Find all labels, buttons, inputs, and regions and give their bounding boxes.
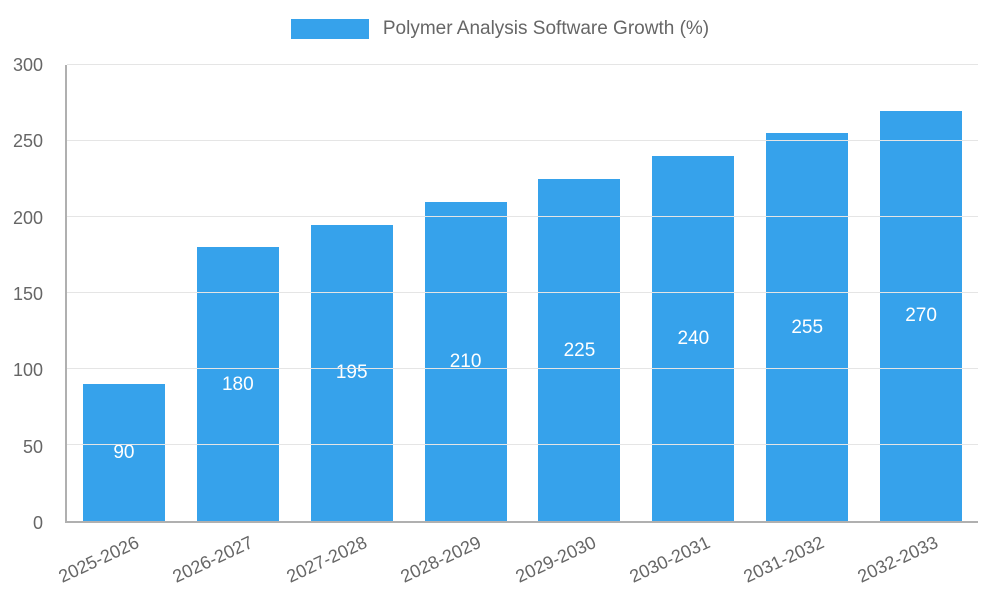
bar-value-label: 90 [113,442,135,464]
bar-slot: 225 [523,65,637,521]
bars: 90 180 195 210 225 240 255 270 [67,65,978,521]
x-tick-label: 2028-2029 [397,532,485,587]
bar-slot: 90 [67,65,181,521]
y-tick-label: 250 [12,131,43,152]
bar-value-label: 270 [905,305,937,327]
bar[interactable]: 210 [424,201,507,521]
bar-value-label: 210 [449,350,482,372]
bar[interactable]: 180 [196,247,279,521]
bar[interactable]: 225 [538,179,621,521]
gridline [67,444,978,446]
bar-slot: 255 [750,65,864,521]
bar-slot: 210 [409,65,523,521]
bar[interactable]: 195 [310,224,393,521]
bar-value-label: 195 [335,362,368,384]
gridline [67,368,978,370]
x-tick-label: 2029-2030 [512,532,599,587]
x-tick-label: 2025-2026 [55,532,143,587]
chart-legend[interactable]: Polymer Analysis Software Growth (%) [0,18,1000,40]
y-axis: 0 50 100 150 200 250 300 [0,56,53,532]
x-tick-label: 2027-2028 [283,532,371,587]
bar-slot: 240 [636,65,750,521]
bar-slot: 195 [295,65,409,521]
bar-slot: 180 [181,65,295,521]
bar-value-label: 255 [791,316,824,338]
y-tick-label: 200 [12,207,43,228]
y-tick-label: 100 [12,360,43,381]
x-tick-label: 2032-2033 [854,532,941,587]
bar-value-label: 180 [221,373,254,395]
y-tick-label: 150 [12,284,43,304]
y-tick-label: 300 [12,55,43,75]
y-tick-label: 0 [32,513,43,533]
gridline [67,64,978,65]
bar-value-label: 225 [563,339,596,361]
bar[interactable]: 255 [766,133,849,521]
x-tick-label: 2031-2032 [740,532,827,587]
gridline [67,140,978,141]
x-tick-label: 2030-2031 [626,532,713,587]
legend-label: Polymer Analysis Software Growth (%) [382,18,710,39]
plot-area: 90 180 195 210 225 240 255 270 [65,64,978,523]
bar[interactable]: 240 [652,156,735,521]
gridline [67,292,978,293]
bar-value-label: 240 [677,328,710,350]
bar[interactable]: 90 [82,384,165,521]
bar-slot: 270 [864,65,978,521]
gridline [67,216,978,218]
legend-swatch [290,19,369,39]
bar[interactable]: 270 [880,110,963,521]
x-tick-label: 2026-2027 [169,532,257,587]
y-tick-label: 50 [22,436,43,457]
